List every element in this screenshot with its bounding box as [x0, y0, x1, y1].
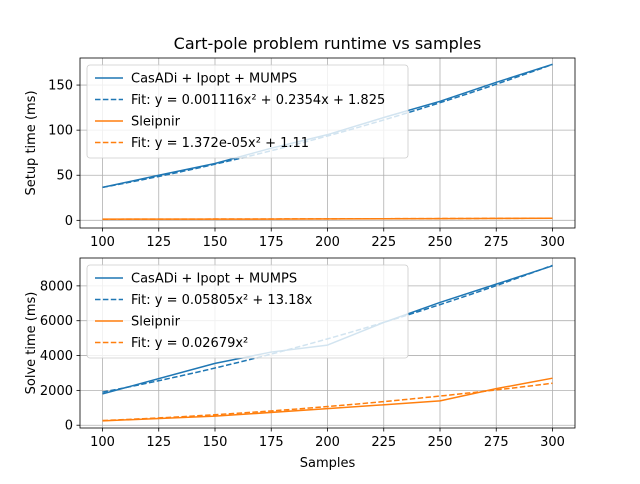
- series-line-4: [102, 217, 553, 220]
- chart-title: Cart-pole problem runtime vs samples: [174, 34, 482, 53]
- legend-label: Sleipnir: [131, 115, 181, 130]
- legend-label: Fit: y = 0.05805x² + 13.18x: [131, 293, 313, 308]
- x-tick-label: 300: [540, 435, 565, 450]
- y-tick-label: 100: [48, 124, 73, 139]
- y-tick-label: 8000: [40, 279, 73, 294]
- x-tick-label: 200: [315, 435, 340, 450]
- legend: CasADi + Ipopt + MUMPS Fit: y = 0.001116x…: [86, 64, 409, 159]
- y-axis-label: Solve time (ms): [24, 292, 39, 395]
- legend-label: CasADi + Ipopt + MUMPS: [131, 272, 297, 287]
- y-tick-label: 50: [56, 169, 73, 184]
- y-tick-label: 0: [65, 214, 73, 229]
- x-tick-label: 100: [90, 235, 115, 250]
- legend-label: Sleipnir: [131, 315, 181, 330]
- y-tick-label: 150: [48, 79, 73, 94]
- x-tick-label: 125: [146, 235, 171, 250]
- y-tick-label: 0: [65, 419, 73, 434]
- y-axis-label: Setup time (ms): [24, 90, 39, 195]
- series-line-3: [102, 377, 553, 422]
- x-tick-label: 275: [484, 235, 509, 250]
- x-tick-label: 250: [428, 435, 453, 450]
- x-axis-label: Samples: [300, 456, 356, 471]
- legend-label: CasADi + Ipopt + MUMPS: [131, 72, 297, 87]
- y-tick-label: 6000: [40, 314, 73, 329]
- x-tick-label: 175: [259, 435, 284, 450]
- legend-box: [86, 264, 409, 359]
- legend-label: Fit: y = 0.001116x² + 0.2354x + 1.825: [131, 93, 385, 108]
- legend-label: Fit: y = 0.02679x²: [131, 336, 248, 351]
- x-tick-label: 100: [90, 435, 115, 450]
- legend: CasADi + Ipopt + MUMPS Fit: y = 0.05805x²…: [86, 264, 409, 359]
- x-tick-label: 125: [146, 435, 171, 450]
- y-tick-label: 4000: [40, 349, 73, 364]
- subplot-2: 100 125 150 175 200 225 250 275 300 0 2000 4000 6000…: [24, 257, 576, 471]
- subplot-1: 100 125 150 175 200 225 250 275 300 0 50 100 150 Setu…: [24, 57, 576, 250]
- series-line-4: [102, 382, 553, 422]
- x-tick-label: 275: [484, 435, 509, 450]
- x-tick-label: 175: [259, 235, 284, 250]
- x-tick-label: 225: [371, 435, 396, 450]
- x-tick-label: 250: [428, 235, 453, 250]
- x-tick-label: 225: [371, 235, 396, 250]
- x-tick-label: 200: [315, 235, 340, 250]
- x-tick-label: 150: [203, 235, 228, 250]
- x-tick-label: 150: [203, 435, 228, 450]
- y-tick-label: 2000: [40, 384, 73, 399]
- legend-box: [86, 64, 409, 159]
- legend-label: Fit: y = 1.372e-05x² + 1.11: [131, 136, 309, 151]
- x-tick-label: 300: [540, 235, 565, 250]
